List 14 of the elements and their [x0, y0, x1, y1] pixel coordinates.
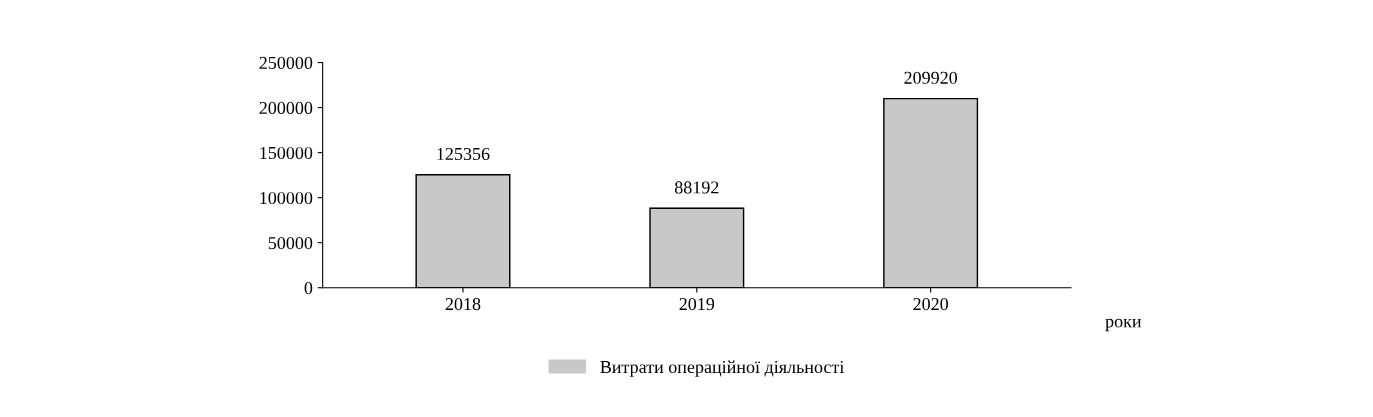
x-tick-label: 2018	[445, 297, 481, 311]
data-label: 88192	[674, 181, 719, 194]
data-label: 125356	[437, 147, 490, 161]
x-tick-label: 2019	[679, 297, 715, 311]
y-tick-label: 100000	[260, 191, 313, 205]
x-axis-title: роки	[1105, 318, 1142, 332]
x-tick-label: 2020	[913, 297, 948, 311]
y-tick-label: 50000	[268, 236, 313, 250]
legend-label: Витрати операційної діяльності	[600, 360, 845, 377]
y-tick-label: 200000	[259, 101, 313, 115]
data-label: 209920	[904, 71, 958, 84]
y-tick-label: 0	[304, 281, 313, 295]
y-tick-label: 150000	[260, 146, 313, 160]
y-tick-label: 250000	[259, 56, 313, 69]
